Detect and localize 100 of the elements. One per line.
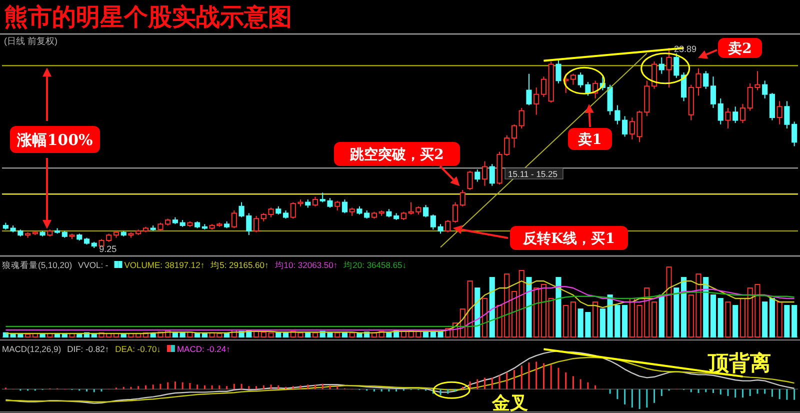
candlestick — [423, 204, 429, 218]
bar — [710, 294, 716, 338]
chart-title: 狼魂看量(5,10,20) — [2, 260, 72, 270]
candlestick — [740, 103, 746, 124]
annotation: 卖1 — [578, 132, 602, 148]
bar — [792, 305, 798, 338]
bar — [40, 334, 46, 338]
annotation: 23.89 — [674, 44, 697, 54]
candlestick — [622, 116, 628, 138]
bar — [548, 298, 554, 338]
candlestick — [725, 107, 731, 129]
annotation: 跳空突破，买2 — [349, 146, 444, 164]
annotation: 卖2 — [728, 41, 752, 58]
candlestick — [784, 100, 790, 129]
candlestick — [718, 98, 724, 125]
bar — [312, 332, 318, 338]
text: 均10: 32063.50↑ — [274, 260, 338, 270]
bar — [776, 302, 782, 338]
bar — [570, 302, 576, 338]
candlestick — [474, 168, 480, 182]
bar — [202, 333, 208, 338]
bar — [489, 277, 495, 338]
candlestick — [342, 199, 348, 214]
candlestick — [658, 56, 664, 74]
bar — [25, 334, 31, 338]
bar — [518, 270, 524, 338]
bar — [224, 333, 230, 338]
annotation: 9.25 — [99, 244, 117, 254]
candlestick — [438, 224, 444, 234]
candlestick — [445, 219, 451, 233]
chart-title: MACD(12,26,9) — [2, 344, 62, 354]
bar — [674, 288, 680, 338]
candlestick — [762, 80, 768, 99]
bar — [534, 288, 540, 338]
chart-subtitle: (日线 前复权) — [4, 36, 58, 46]
bar — [718, 298, 724, 338]
bar — [356, 333, 362, 338]
candlestick — [769, 92, 775, 121]
bar — [62, 334, 68, 338]
bar — [556, 277, 562, 338]
candlestick — [467, 170, 473, 190]
bar — [180, 332, 186, 338]
bar — [423, 332, 429, 338]
bar — [769, 298, 775, 338]
bar — [762, 302, 768, 338]
candlestick — [526, 73, 532, 106]
candlestick — [651, 61, 658, 90]
text: DIF: -0.82↑ — [67, 344, 110, 354]
candlestick — [231, 210, 237, 229]
legend-label: MACD: -0.24↑ — [176, 344, 230, 354]
bar — [725, 302, 731, 338]
bar — [651, 302, 658, 338]
candlestick — [489, 163, 495, 186]
bar — [438, 332, 444, 338]
candlestick — [710, 76, 716, 108]
bar — [540, 284, 547, 338]
annotation: 15.11 - 15.25 — [508, 169, 558, 179]
bar — [526, 277, 532, 338]
bar — [732, 305, 738, 338]
bar — [282, 332, 289, 338]
candlestick — [430, 214, 436, 230]
bar — [563, 305, 569, 338]
candlestick — [452, 202, 458, 224]
candlestick — [460, 189, 466, 207]
bar — [474, 288, 480, 338]
bar — [703, 277, 709, 338]
candlestick — [518, 107, 524, 129]
candlestick — [540, 76, 547, 98]
bar — [511, 291, 518, 338]
text: DEA: -0.70↓ — [115, 344, 161, 354]
bar — [334, 332, 340, 338]
candlestick — [703, 70, 709, 90]
candlestick — [253, 215, 260, 233]
bar — [629, 298, 635, 338]
annotation: 金叉 — [491, 393, 528, 413]
candlestick — [534, 86, 540, 116]
candlestick — [792, 121, 798, 147]
chart-subtitle: VVOL: - — [78, 260, 108, 270]
bar — [482, 298, 488, 338]
candlestick — [556, 60, 562, 84]
legend-label: VOLUME: 38197.12↑ — [124, 260, 205, 270]
candlestick — [629, 117, 635, 140]
bar — [120, 334, 126, 338]
text: 均5: 29165.60↑ — [210, 260, 269, 270]
annotation: 反转K线，买1 — [522, 230, 615, 248]
candlestick — [674, 52, 680, 78]
annotation: 涨幅100% — [16, 130, 93, 149]
bar — [658, 294, 664, 338]
bar — [622, 305, 628, 338]
candlestick — [732, 106, 738, 124]
bar — [592, 302, 598, 338]
annotation: 顶背离 — [707, 351, 771, 375]
candlestick — [334, 200, 340, 211]
bar — [680, 277, 687, 338]
text: 均20: 36458.65↓ — [342, 260, 407, 270]
candlestick — [482, 160, 488, 186]
bar — [349, 332, 355, 338]
bar — [740, 298, 746, 338]
candlestick — [666, 48, 672, 88]
chart-title: 熊市的明星个股实战示意图 — [4, 4, 292, 31]
